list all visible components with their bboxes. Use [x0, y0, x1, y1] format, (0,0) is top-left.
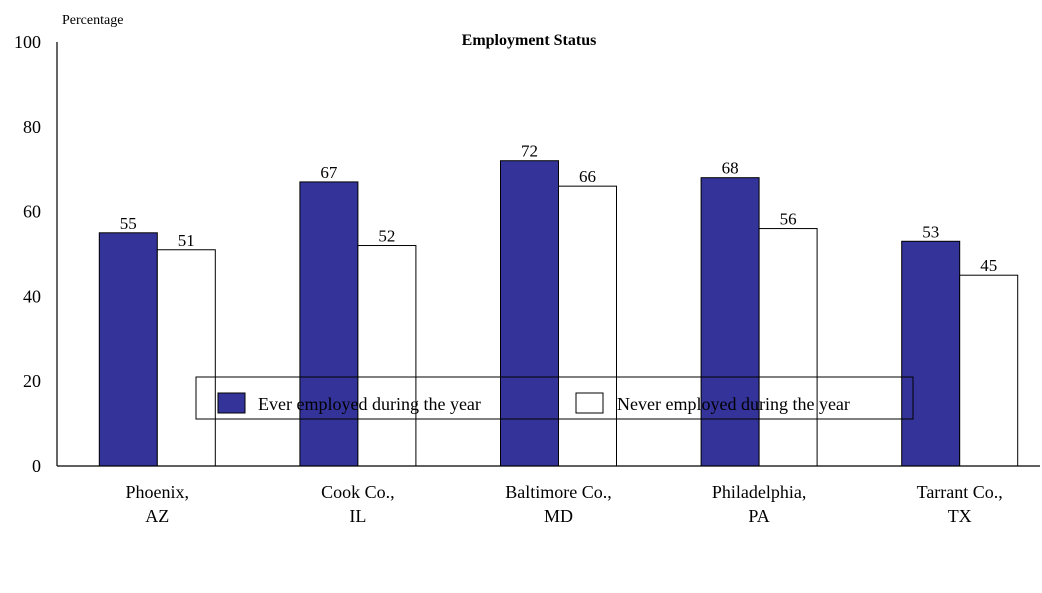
- x-category-label: Cook Co.,: [321, 482, 395, 502]
- x-category-label: Phoenix,: [126, 482, 190, 502]
- legend-label-ever-employed: Ever employed during the year: [258, 394, 481, 414]
- x-category-label: Philadelphia,: [712, 482, 806, 502]
- y-tick-label: 0: [32, 456, 41, 476]
- data-label-ever-employed: 55: [120, 214, 137, 233]
- x-category-label: TX: [948, 506, 972, 526]
- bar-ever-employed: [299, 181, 359, 467]
- bar-ever-employed: [500, 160, 559, 467]
- data-label-ever-employed: 72: [521, 142, 538, 161]
- x-category-label: Tarrant Co.,: [917, 482, 1003, 502]
- bar-ever-employed: [901, 240, 961, 467]
- data-label-never-employed: 51: [178, 231, 195, 250]
- x-category-label: AZ: [145, 506, 169, 526]
- bar-never-employed: [156, 249, 216, 467]
- bar-ever-employed: [700, 177, 760, 467]
- legend: Ever employed during the year Never empl…: [195, 376, 914, 420]
- legend-swatch-ever-employed: [217, 392, 246, 414]
- data-label-never-employed: 52: [378, 227, 395, 246]
- bar-ever-employed: [98, 232, 158, 467]
- x-category-label: Baltimore Co.,: [505, 482, 612, 502]
- data-label-never-employed: 66: [579, 167, 596, 186]
- legend-swatch-never-employed: [575, 392, 604, 414]
- data-label-never-employed: 45: [980, 256, 997, 275]
- data-label-never-employed: 56: [780, 210, 797, 229]
- bar-never-employed: [357, 245, 417, 467]
- y-tick-label: 20: [23, 371, 41, 391]
- y-tick-label: 100: [14, 32, 41, 52]
- data-label-ever-employed: 53: [922, 222, 939, 241]
- y-tick-label: 80: [23, 117, 41, 137]
- bar-never-employed: [959, 274, 1019, 467]
- bar-never-employed: [558, 185, 617, 467]
- x-category-label: MD: [544, 506, 573, 526]
- x-category-label: IL: [349, 506, 366, 526]
- legend-box: [195, 376, 914, 420]
- legend-label-never-employed: Never employed during the year: [617, 394, 850, 414]
- data-label-ever-employed: 67: [320, 163, 338, 182]
- chart-title: Employment Status: [462, 32, 597, 49]
- y-axis-label: Percentage: [62, 13, 123, 28]
- y-tick-label: 40: [23, 286, 41, 306]
- data-label-ever-employed: 68: [722, 159, 739, 178]
- y-tick-label: 60: [23, 202, 41, 222]
- x-category-label: PA: [748, 506, 769, 526]
- bar-never-employed: [758, 228, 818, 467]
